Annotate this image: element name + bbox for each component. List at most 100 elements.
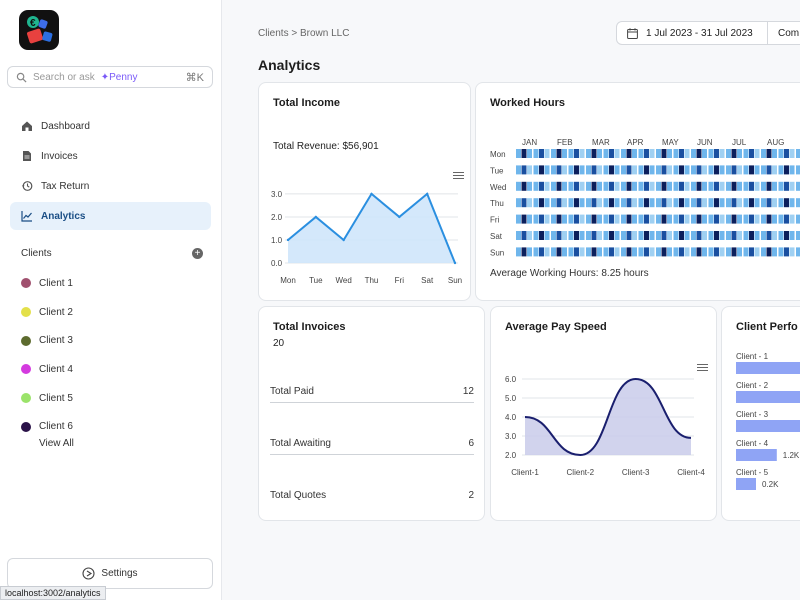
- heatmap-cell: [539, 165, 544, 175]
- heatmap-cell: [749, 247, 754, 257]
- card-title: Total Invoices: [273, 321, 346, 333]
- heatmap-cell: [562, 165, 567, 175]
- x-tick-label: Client-1: [511, 468, 539, 477]
- heatmap-cell: [562, 247, 567, 257]
- client-name: Client 5: [39, 392, 73, 404]
- client-item[interactable]: Client 2: [21, 298, 73, 327]
- bar-category-label: Client - 4: [736, 439, 769, 448]
- card-title: Average Pay Speed: [505, 321, 607, 333]
- heatmap-cell: [778, 214, 784, 224]
- chart-menu-icon[interactable]: [453, 172, 464, 181]
- heatmap-cell: [772, 247, 777, 257]
- heatmap-cell: [754, 247, 760, 257]
- performance-bar: [736, 391, 800, 403]
- app-logo[interactable]: €: [19, 10, 59, 50]
- nav-tax-return[interactable]: Tax Return: [10, 172, 211, 200]
- heatmap-cell: [551, 231, 556, 240]
- heatmap-cell: [754, 181, 760, 191]
- heatmap-cell: [656, 247, 661, 257]
- client-item[interactable]: Client 3: [21, 326, 73, 355]
- heatmap-cell: [696, 198, 702, 208]
- heatmap-cell: [527, 231, 532, 240]
- heatmap-cell: [579, 198, 585, 208]
- heatmap-cell: [708, 149, 714, 158]
- heatmap-cell: [761, 214, 766, 224]
- heatmap-cell: [684, 149, 690, 158]
- heatmap-cell: [527, 247, 532, 257]
- search-input[interactable]: Search or ask ✦Penny ⌘K: [7, 66, 213, 88]
- client-item[interactable]: Client 1: [21, 269, 73, 298]
- view-all-clients-link[interactable]: View All: [39, 438, 74, 449]
- heatmap-cell: [568, 247, 574, 257]
- month-label: JAN: [522, 138, 537, 147]
- heatmap-cell: [726, 247, 731, 257]
- income-point: [342, 238, 345, 242]
- heatmap-cell: [667, 231, 672, 240]
- heatmap-cell: [638, 149, 644, 158]
- add-client-button[interactable]: +: [192, 248, 203, 259]
- heatmap-cell: [644, 247, 649, 257]
- heatmap-cell: [731, 231, 737, 240]
- client-item[interactable]: Client 4: [21, 355, 73, 384]
- income-point: [453, 261, 457, 265]
- nav-dashboard[interactable]: Dashboard: [10, 112, 211, 140]
- heatmap-cell: [621, 198, 626, 208]
- heatmap-cell: [521, 247, 527, 257]
- heatmap-cell: [679, 181, 684, 191]
- heatmap-cell: [726, 198, 731, 208]
- heatmap-cell: [516, 181, 521, 191]
- income-area: [288, 193, 455, 263]
- heatmap-cell: [551, 198, 556, 208]
- heatmap-cell: [544, 181, 550, 191]
- nav-invoices[interactable]: Invoices: [10, 142, 211, 170]
- date-range-picker[interactable]: 1 Jul 2023 - 31 Jul 2023: [616, 21, 768, 45]
- heatmap-cell: [579, 214, 585, 224]
- heatmap-cell: [743, 247, 749, 257]
- heatmap-cell: [766, 165, 772, 175]
- breadcrumb[interactable]: Clients > Brown LLC: [258, 28, 350, 39]
- compare-button[interactable]: Com: [767, 21, 800, 45]
- nav-analytics[interactable]: Analytics: [10, 202, 211, 230]
- client-name: Client 2: [39, 306, 73, 318]
- client-list: Client 1 Client 2 Client 3 Client 4 Clie…: [21, 269, 73, 441]
- heatmap-cell: [719, 214, 725, 224]
- chart-menu-icon[interactable]: [697, 364, 708, 373]
- month-label: APR: [627, 138, 644, 147]
- income-point: [425, 192, 429, 196]
- heatmap-cell: [527, 165, 532, 175]
- search-placeholder: Search or ask: [33, 71, 95, 83]
- heatmap-cell: [579, 165, 585, 175]
- client-item[interactable]: Client 5: [21, 384, 73, 413]
- client-name: Client 1: [39, 277, 73, 289]
- day-label: Thu: [490, 199, 504, 208]
- heatmap-cell: [684, 181, 690, 191]
- heatmap-cell: [696, 181, 702, 191]
- heatmap-cell: [708, 181, 714, 191]
- client-color-dot: [21, 364, 31, 375]
- heatmap-cell: [691, 231, 696, 240]
- heatmap-cell: [591, 231, 597, 240]
- heatmap-cell: [761, 231, 766, 240]
- client-item[interactable]: Client 6: [21, 412, 73, 441]
- heatmap-cell: [574, 149, 579, 158]
- settings-button[interactable]: Settings: [7, 558, 213, 589]
- heatmap-cell: [731, 149, 737, 158]
- heatmap-cell: [796, 214, 800, 224]
- heatmap-cell: [731, 247, 737, 257]
- heatmap-cell: [516, 198, 521, 208]
- x-tick-label: Sun: [448, 276, 462, 285]
- heatmap-cell: [772, 214, 777, 224]
- heatmap-cell: [719, 247, 725, 257]
- penny-assistant-label: ✦Penny: [100, 71, 138, 83]
- heatmap-cell: [702, 214, 707, 224]
- heatmap-cell: [761, 198, 766, 208]
- nav-label: Tax Return: [41, 180, 90, 192]
- row-label: Total Paid: [270, 386, 314, 397]
- heatmap-cell: [784, 214, 789, 224]
- heatmap-cell: [708, 214, 714, 224]
- heatmap-cell: [754, 149, 760, 158]
- heatmap-cell: [737, 149, 742, 158]
- chart-icon: [21, 211, 32, 222]
- heatmap-cell: [708, 165, 714, 175]
- heatmap-cell: [749, 165, 754, 175]
